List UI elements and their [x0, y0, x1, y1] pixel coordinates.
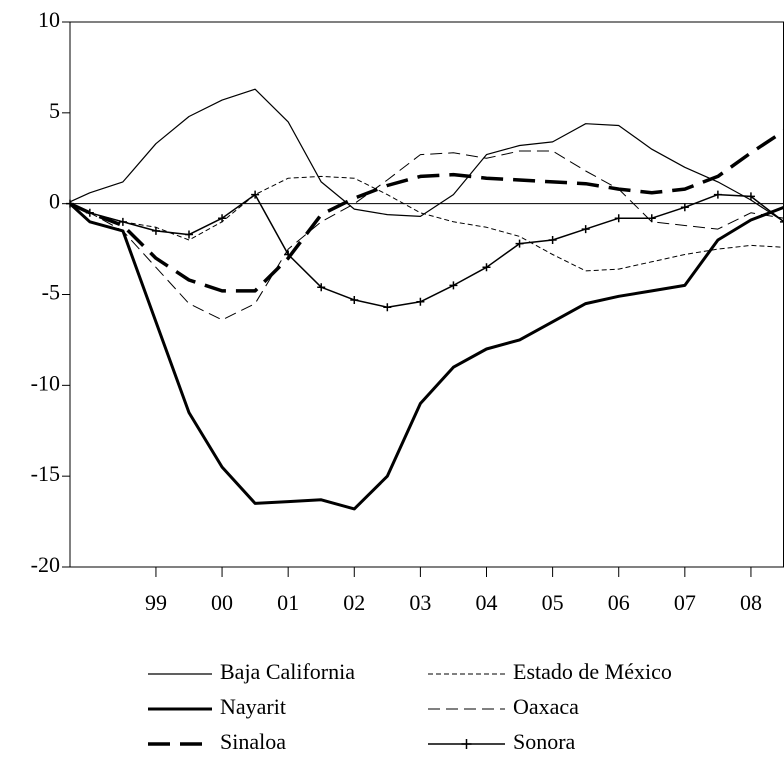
- y-tick-label: -20: [31, 552, 60, 577]
- x-tick-label: 99: [145, 590, 167, 615]
- legend-label: Sonora: [513, 729, 576, 754]
- series-marker: [581, 225, 590, 234]
- series-line: [70, 88, 784, 223]
- legend-label: Oaxaca: [513, 694, 579, 719]
- series-marker: [151, 226, 160, 235]
- legend-label: Baja California: [220, 659, 355, 684]
- series-line: [70, 129, 784, 293]
- y-tick-label: 10: [38, 7, 60, 32]
- y-tick-label: -5: [42, 280, 60, 305]
- x-tick-label: 02: [343, 590, 365, 615]
- legend-label: Sinaloa: [220, 729, 286, 754]
- series-marker: [85, 208, 94, 217]
- series-line: [70, 150, 784, 321]
- series-marker: [515, 239, 524, 248]
- series-marker: [383, 303, 392, 312]
- y-tick-label: -15: [31, 461, 60, 486]
- x-tick-label: 00: [211, 590, 233, 615]
- legend-label: Estado de México: [513, 659, 672, 684]
- x-tick-label: 06: [608, 590, 630, 615]
- series-line: [70, 175, 784, 272]
- series-marker: [548, 236, 557, 244]
- series-marker: [185, 230, 193, 239]
- series-marker: [251, 190, 260, 199]
- series-marker: [680, 203, 689, 212]
- series-marker: [118, 217, 127, 226]
- series-marker: [284, 250, 293, 259]
- x-tick-label: 04: [476, 590, 498, 615]
- y-tick-label: 0: [49, 189, 60, 214]
- plot-frame: [69, 21, 784, 568]
- x-tick-label: 01: [277, 590, 299, 615]
- series-marker: [317, 283, 326, 292]
- series-marker: [713, 190, 722, 199]
- x-tick-label: 03: [409, 590, 431, 615]
- series-marker: [482, 263, 491, 272]
- series-marker: [416, 297, 425, 306]
- series-marker: [647, 214, 656, 223]
- x-tick-label: 05: [542, 590, 564, 615]
- x-tick-label: 08: [740, 590, 762, 615]
- legend-label: Nayarit: [220, 694, 286, 719]
- series-marker: [449, 281, 458, 290]
- y-tick-label: 5: [49, 98, 60, 123]
- series-marker: [746, 192, 755, 201]
- series-marker: [614, 214, 623, 223]
- series-marker: [66, 199, 74, 208]
- series-line: [70, 202, 784, 511]
- series-marker: [218, 214, 227, 223]
- series-marker: [780, 217, 784, 226]
- legend-marker: [461, 739, 472, 749]
- series-marker: [350, 295, 359, 304]
- y-tick-label: -10: [31, 370, 60, 395]
- x-tick-label: 07: [674, 590, 696, 615]
